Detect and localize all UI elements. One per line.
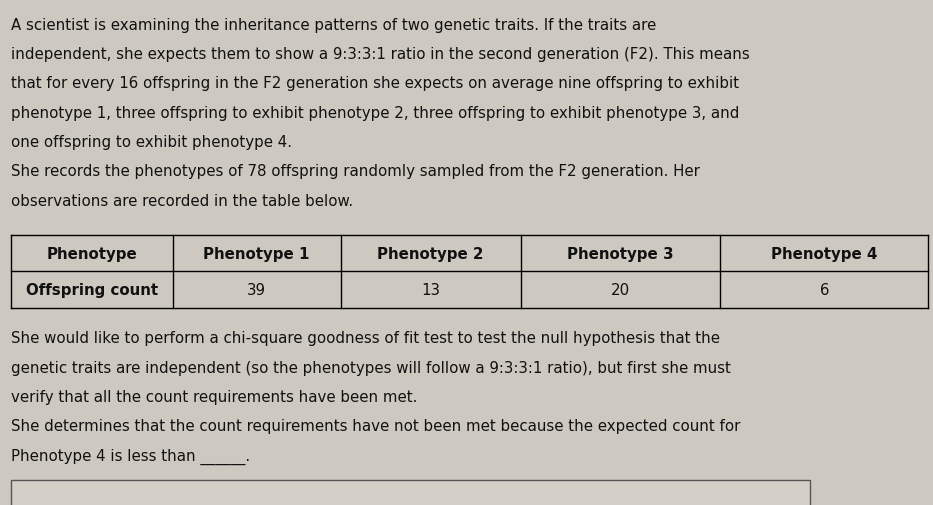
- Text: Phenotype: Phenotype: [47, 246, 137, 261]
- Text: 6: 6: [819, 282, 829, 297]
- FancyBboxPatch shape: [11, 480, 810, 505]
- Text: Phenotype 1: Phenotype 1: [203, 246, 310, 261]
- Text: She would like to perform a chi-square goodness of fit test to test the null hyp: She would like to perform a chi-square g…: [11, 331, 720, 346]
- Text: 20: 20: [611, 282, 630, 297]
- Text: Offspring count: Offspring count: [26, 282, 158, 297]
- Text: She records the phenotypes of 78 offspring randomly sampled from the F2 generati: She records the phenotypes of 78 offspri…: [11, 164, 700, 179]
- Text: Phenotype 4 is less than ______.: Phenotype 4 is less than ______.: [11, 448, 250, 464]
- Text: phenotype 1, three offspring to exhibit phenotype 2, three offspring to exhibit : phenotype 1, three offspring to exhibit …: [11, 106, 740, 121]
- Text: verify that all the count requirements have been met.: verify that all the count requirements h…: [11, 389, 418, 405]
- Text: Phenotype 2: Phenotype 2: [377, 246, 484, 261]
- Text: Phenotype 4: Phenotype 4: [771, 246, 878, 261]
- Text: observations are recorded in the table below.: observations are recorded in the table b…: [11, 193, 354, 209]
- Text: that for every 16 offspring in the F2 generation she expects on average nine off: that for every 16 offspring in the F2 ge…: [11, 76, 739, 91]
- Text: She determines that the count requirements have not been met because the expecte: She determines that the count requiremen…: [11, 419, 741, 434]
- Text: A scientist is examining the inheritance patterns of two genetic traits. If the : A scientist is examining the inheritance…: [11, 18, 657, 33]
- Text: 13: 13: [421, 282, 440, 297]
- Text: genetic traits are independent (so the phenotypes will follow a 9:3:3:1 ratio), : genetic traits are independent (so the p…: [11, 360, 731, 375]
- Text: independent, she expects them to show a 9:3:3:1 ratio in the second generation (: independent, she expects them to show a …: [11, 47, 750, 62]
- Text: 39: 39: [247, 282, 266, 297]
- Text: Phenotype 3: Phenotype 3: [567, 246, 674, 261]
- Text: one offspring to exhibit phenotype 4.: one offspring to exhibit phenotype 4.: [11, 135, 292, 150]
